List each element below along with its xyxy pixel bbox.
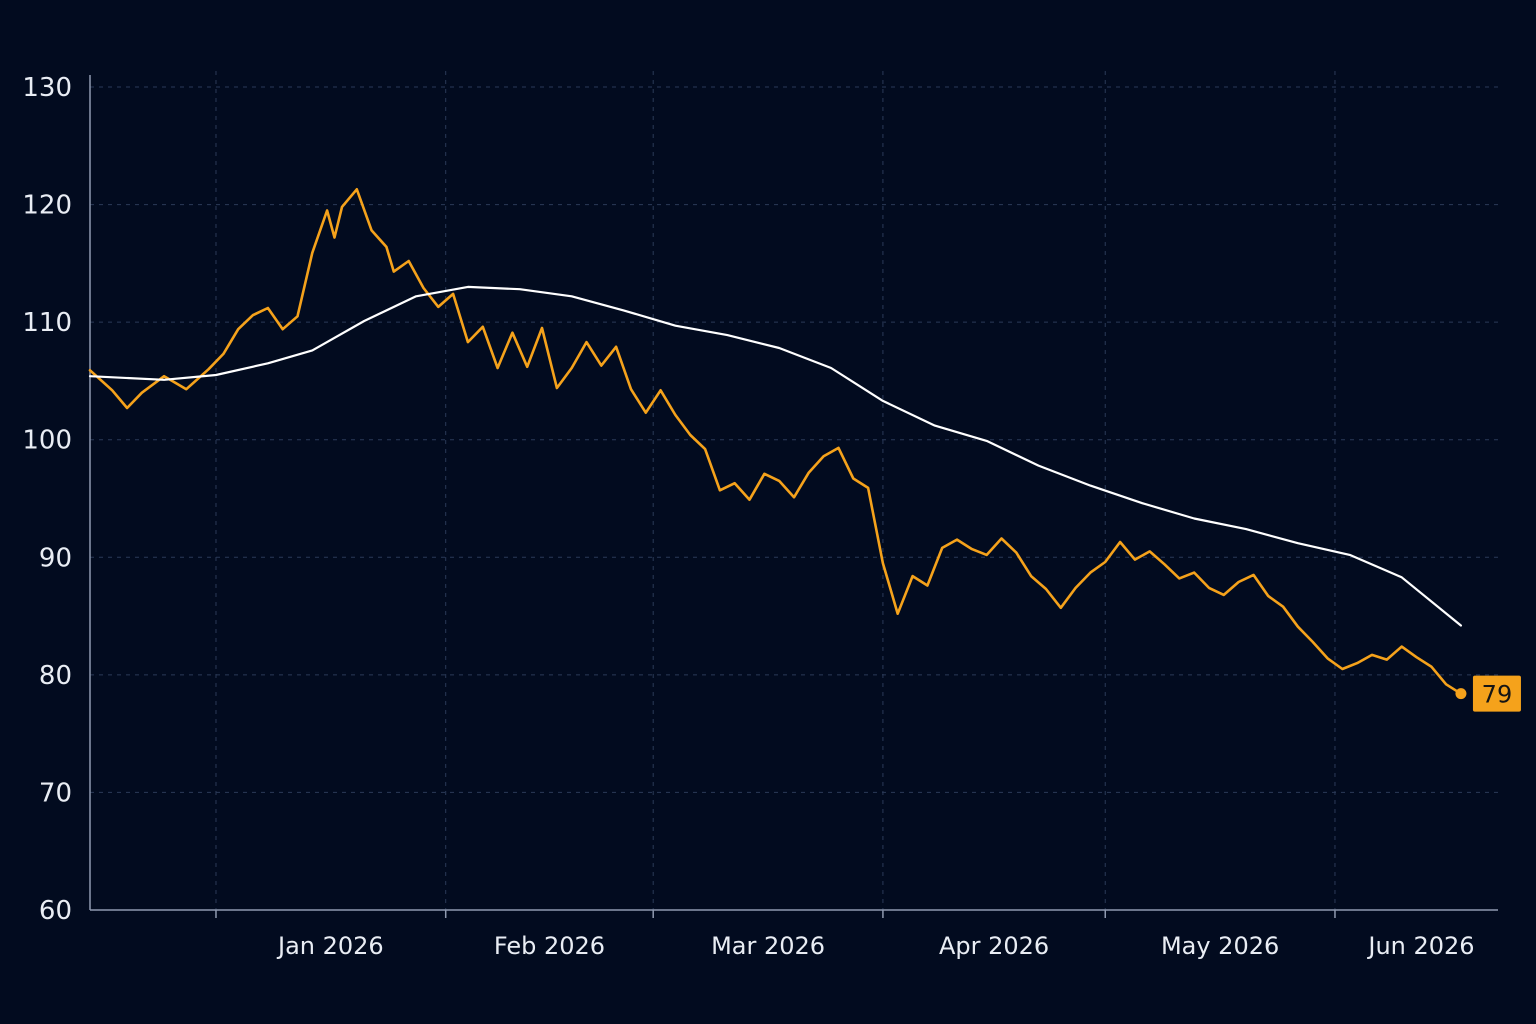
last-value-label: 79 [1482, 681, 1513, 709]
y-tick-label: 60 [39, 896, 72, 926]
y-tick-label: 90 [39, 543, 72, 573]
last-value-badge [1472, 675, 1521, 712]
series-layer [88, 188, 1467, 700]
grid [90, 71, 1498, 910]
x-tick-label: May 2026 [1161, 932, 1279, 960]
y-tick-label: 80 [39, 661, 72, 691]
labels: 60 70 80 90 100 110 120 130 Jan 2026 Feb 2026 Mar … [22, 73, 1521, 960]
y-tick-label: 70 [39, 778, 72, 808]
axes [89, 75, 1498, 918]
last-point-marker [1455, 688, 1467, 700]
y-tick-label: 110 [22, 308, 72, 338]
y-tick-label: 100 [22, 426, 72, 456]
x-tick-label: Apr 2026 [939, 932, 1049, 960]
x-tick-label: Jun 2026 [1366, 932, 1474, 960]
price-line [88, 188, 1463, 695]
y-tick-label: 120 [22, 191, 72, 221]
x-tick-label: Jan 2026 [276, 932, 384, 960]
y-tick-label: 130 [22, 73, 72, 103]
moving-average-line [88, 285, 1462, 627]
x-tick-label: Feb 2026 [494, 932, 605, 960]
x-tick-label: Mar 2026 [711, 932, 825, 960]
